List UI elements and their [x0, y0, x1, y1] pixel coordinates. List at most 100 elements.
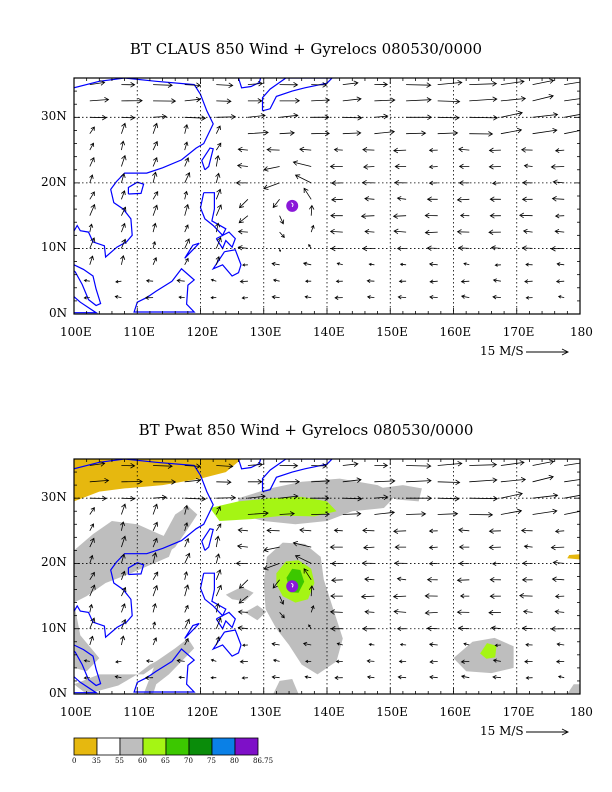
wind-vector [247, 98, 263, 104]
wind-vector [144, 295, 154, 300]
wind-vector [564, 98, 580, 102]
map-frame [73, 77, 581, 315]
latitude-label: 20N [41, 555, 67, 570]
wind-vector [114, 675, 122, 679]
wind-vector [89, 461, 106, 467]
wind-vector [89, 477, 110, 484]
wind-vector [364, 609, 375, 615]
wind-vector [89, 191, 95, 200]
wind-vector [362, 626, 375, 632]
wind-vector [184, 463, 201, 469]
wind-vector [214, 535, 221, 548]
wind-vector [428, 147, 438, 153]
wind-vector [279, 81, 299, 88]
latitude-label: 30N [41, 490, 67, 505]
wind-vector [519, 593, 533, 599]
wind-vector [237, 146, 248, 153]
wind-vector [272, 199, 280, 209]
pwat-contour-fill [74, 641, 182, 694]
wind-vector [552, 560, 565, 566]
wind-vector [342, 461, 359, 467]
wind-vector [304, 675, 312, 679]
wind-vector [152, 602, 157, 613]
wind-vector [393, 528, 407, 534]
wind-vector [550, 544, 565, 551]
pwat-contour-fill [225, 586, 254, 602]
wind-vector [215, 236, 222, 249]
wind-vector [458, 544, 470, 550]
wind-vector [398, 279, 407, 284]
longitude-label: 160E [439, 705, 472, 719]
wind-vector [152, 171, 158, 183]
pwat-contour-fill [273, 679, 299, 694]
wind-vector [532, 508, 558, 515]
wind-vector [183, 571, 189, 580]
wind-vector [176, 278, 185, 283]
wind-vector [115, 279, 122, 284]
wind-vector [437, 80, 463, 86]
colorbar-swatch [73, 737, 98, 756]
wind-vector [83, 676, 90, 680]
wind-vector [458, 146, 470, 153]
wind-vector [329, 544, 343, 550]
wind-vector [239, 279, 248, 284]
wind-vector [310, 224, 315, 233]
longitude-label: 130E [249, 705, 282, 719]
wind-vector [89, 97, 110, 103]
colorbar-swatch [119, 737, 144, 756]
wind-vector [564, 114, 580, 118]
wind-vector [183, 141, 189, 151]
wind-vector [437, 130, 459, 136]
wind-vector [374, 129, 396, 135]
wind-vector [458, 163, 470, 170]
wind-vector [120, 255, 126, 265]
wind-vector [215, 204, 222, 216]
longitude-label: 160E [439, 325, 472, 339]
wind-vector [263, 182, 280, 190]
wind-vector [88, 603, 94, 613]
wind-vector [361, 560, 375, 567]
wind-vector [279, 462, 299, 469]
wind-vector [115, 660, 122, 664]
wind-vector [342, 130, 362, 136]
wind-vector [459, 593, 470, 599]
wind-vector [308, 204, 315, 216]
wind-vector [241, 676, 248, 680]
wind-vector [393, 147, 407, 154]
reference-vector-label: 15 M/S [480, 344, 524, 358]
wind-vector [184, 238, 190, 249]
wind-vector [184, 604, 189, 613]
longitude-label: 110E [123, 705, 155, 719]
wind-vector [152, 191, 159, 200]
wind-vector [394, 560, 407, 567]
wind-vector [176, 658, 185, 664]
wind-vector [272, 658, 280, 663]
wind-vector [184, 552, 191, 564]
wind-vector [437, 98, 461, 105]
wind-vector [494, 263, 501, 267]
wind-vector [342, 96, 362, 102]
colorbar-level-label: 0 [72, 757, 77, 765]
wind-vector [215, 602, 221, 613]
wind-vector [263, 166, 280, 172]
map-content [74, 78, 580, 314]
longitude-label: 120E [186, 705, 219, 719]
wind-vector [121, 154, 127, 167]
colorbar-swatch [211, 737, 236, 756]
wind-vector [500, 79, 525, 85]
wind-vector [83, 279, 90, 283]
wind-vector [121, 122, 127, 134]
wind-vector [564, 130, 580, 135]
wind-vector [278, 628, 282, 633]
wind-vector [525, 295, 533, 300]
wind-vector [469, 96, 498, 102]
wind-vector [460, 279, 470, 284]
wind-vector [374, 113, 389, 120]
wind-vector [532, 474, 554, 483]
wind-vector [89, 507, 95, 515]
wind-vector [392, 213, 407, 219]
wind-vector [490, 245, 501, 251]
wind-vector [121, 222, 126, 233]
wind-vector [556, 642, 565, 647]
